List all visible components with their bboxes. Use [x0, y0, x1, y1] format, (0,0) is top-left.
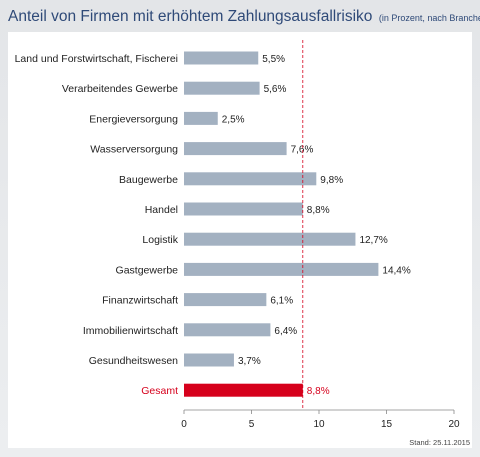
value-label: 5,6%	[264, 84, 287, 95]
category-label: Handel	[145, 204, 178, 216]
value-label: 8,8%	[307, 386, 330, 397]
bar-4	[184, 172, 317, 186]
value-label: 12,7%	[359, 235, 387, 246]
category-label: Energieversorgung	[89, 113, 178, 125]
x-tick-label: 15	[381, 419, 393, 430]
bar-6	[184, 232, 356, 246]
value-label: 9,8%	[320, 175, 343, 186]
category-label: Land und Forstwirtschaft, Fischerei	[15, 53, 178, 65]
bar-1	[184, 81, 260, 95]
bar-10	[184, 353, 234, 367]
value-label: 5,5%	[262, 54, 285, 65]
bar-2	[184, 111, 218, 125]
x-tick-label: 0	[181, 419, 187, 430]
bar-9	[184, 323, 271, 337]
bar-7	[184, 262, 379, 276]
value-label: 6,4%	[274, 326, 297, 337]
category-label: Gesundheitswesen	[89, 355, 178, 367]
category-label: Immobilienwirtschaft	[83, 325, 178, 337]
value-label: 2,5%	[222, 114, 245, 125]
bar-3	[184, 142, 287, 156]
x-tick-label: 10	[313, 419, 325, 430]
chart-title: Anteil von Firmen mit erhöhtem Zahlungsa…	[8, 8, 373, 25]
value-label: 14,4%	[382, 265, 410, 276]
category-label: Finanzwirtschaft	[102, 295, 178, 307]
category-label: Verarbeitendes Gewerbe	[62, 83, 178, 95]
bar-8	[184, 293, 267, 307]
category-label: Logistik	[142, 234, 178, 246]
x-tick-label: 20	[448, 419, 460, 430]
chart-subtitle: (in Prozent, nach Branchen)	[378, 13, 480, 23]
chart-title-line: Anteil von Firmen mit erhöhtem Zahlungsa…	[8, 8, 480, 26]
category-label: Gesamt	[141, 385, 178, 397]
value-label: 3,7%	[238, 356, 261, 367]
category-label: Wasserversorgung	[90, 144, 178, 156]
value-label: 6,1%	[270, 296, 293, 307]
value-label: 8,8%	[307, 205, 330, 216]
bar-total	[184, 383, 303, 397]
bar-0	[184, 51, 259, 65]
category-label: Baugewerbe	[119, 174, 178, 186]
category-label: Gastgewerbe	[116, 264, 179, 276]
x-tick-label: 5	[249, 419, 255, 430]
value-label: 7,6%	[291, 145, 314, 156]
bar-5	[184, 202, 303, 216]
stand-date: Stand: 25.11.2015	[409, 438, 470, 447]
